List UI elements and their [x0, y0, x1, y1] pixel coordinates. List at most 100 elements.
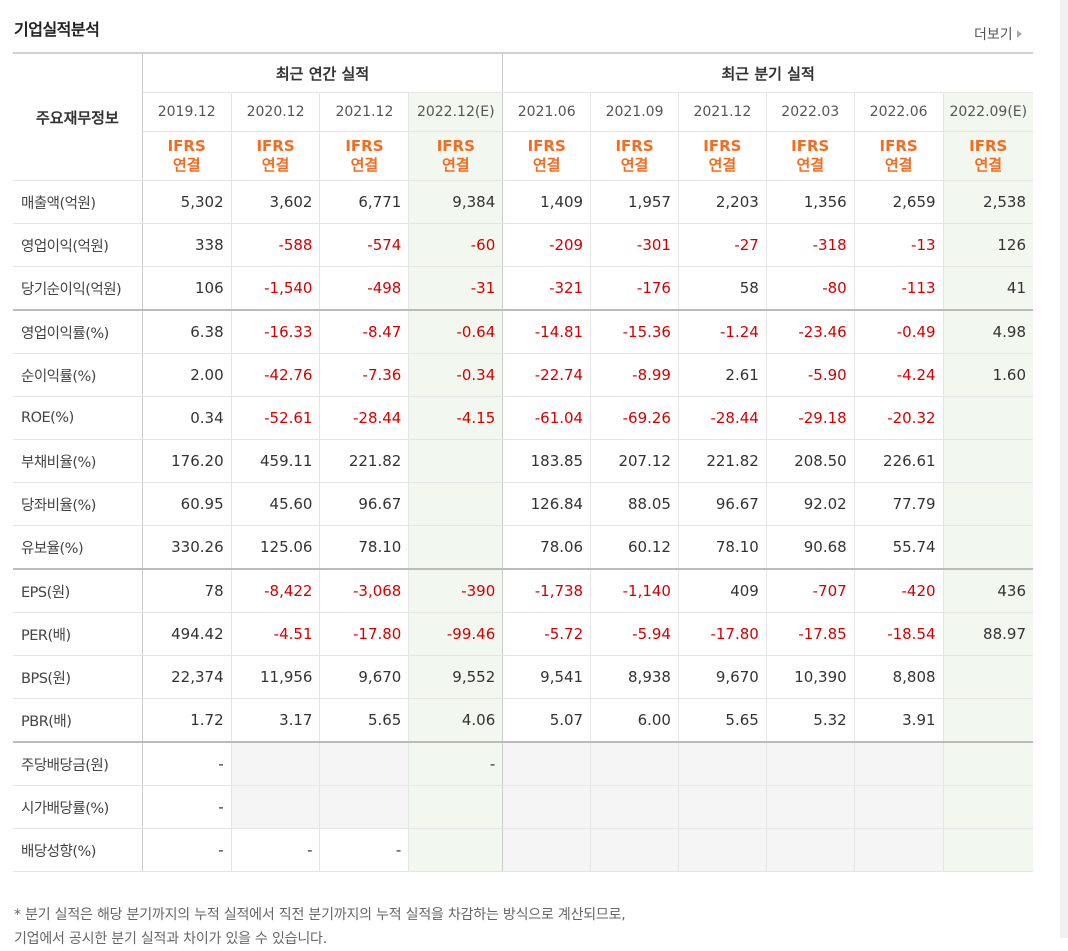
basis-label: 연결: [350, 156, 379, 174]
table-cell: 5.65: [677, 698, 767, 743]
table-cell: 1,409: [502, 180, 591, 224]
table-row: 매출액(억원) 5,302 3,602 6,771 9,384 1,409 1,957 2,2…: [13, 180, 1033, 224]
basis-label: 연결: [974, 156, 1003, 174]
table-cell: 77.79: [853, 482, 944, 526]
table-cell: -13: [853, 223, 944, 267]
table-row: PBR(배) 1.72 3.17 5.65 4.06 5.07 6.00 5.65 5.32 3.…: [13, 698, 1033, 743]
more-link[interactable]: 더보기: [974, 24, 1022, 44]
table-cell: 8,808: [853, 655, 944, 699]
more-label: 더보기: [974, 27, 1013, 43]
table-cell: -8,422: [230, 568, 320, 613]
period-header: 2021.06: [502, 92, 591, 132]
footnote: * 분기 실적은 해당 분기까지의 누적 실적에서 직전 분기까지의 누적 실적…: [14, 903, 626, 951]
table-row: 시가배당률(%) -: [13, 785, 1033, 829]
table-cell: -28.44: [319, 396, 409, 440]
table-cell: 5,302: [141, 180, 232, 224]
row-label: 유보율(%): [13, 525, 143, 570]
basis-label: 연결: [884, 156, 913, 174]
table-cell: 6.38: [141, 309, 232, 354]
table-cell: -4.15: [408, 396, 503, 440]
row-label: PBR(배): [13, 698, 143, 743]
basis-label: 연결: [796, 156, 825, 174]
basis-label: 연결: [620, 156, 649, 174]
table-cell: 5.32: [765, 698, 855, 743]
table-cell: -60: [408, 223, 503, 267]
table-row: 주당배당금(원) - -: [13, 741, 1033, 786]
table-cell: [677, 828, 767, 872]
quarter-group-header: 최근 분기 실적: [502, 53, 1033, 93]
row-label: 매출액(억원): [13, 180, 143, 224]
table-cell: -1.24: [677, 309, 767, 354]
ifrs-label: IFRS: [256, 137, 295, 155]
row-label: ROE(%): [13, 396, 143, 440]
table-cell: -113: [853, 266, 944, 311]
table-cell: -0.64: [408, 309, 503, 354]
basis-label: 연결: [708, 156, 737, 174]
table-cell: [765, 741, 855, 786]
table-cell: -: [141, 785, 232, 829]
table-cell: -574: [319, 223, 409, 267]
accounting-basis-header: IFRS 연결: [230, 131, 320, 181]
ifrs-label: IFRS: [879, 137, 918, 155]
table-cell: [408, 525, 503, 570]
period-header: 2019.12: [141, 92, 232, 132]
table-cell: -321: [502, 266, 591, 311]
table-cell: 2,538: [942, 180, 1033, 224]
accounting-basis-header: IFRS 연결: [942, 131, 1033, 181]
period-header: 2021.12: [677, 92, 767, 132]
row-label: 주당배당금(원): [13, 741, 143, 786]
period-header: 2020.12: [230, 92, 320, 132]
table-cell: 22,374: [141, 655, 232, 699]
table-cell: 126.84: [502, 482, 591, 526]
table-row: 영업이익률(%) 6.38 -16.33 -8.47 -0.64 -14.81 -15.36…: [13, 309, 1033, 354]
table-cell: 78: [141, 568, 232, 613]
table-row: 영업이익(억원) 338 -588 -574 -60 -209 -301 -27 -318 -13…: [13, 223, 1033, 267]
accounting-basis-header: IFRS 연결: [141, 131, 232, 181]
table-cell: [942, 785, 1033, 829]
accounting-basis-header: IFRS 연결: [765, 131, 855, 181]
table-cell: -: [319, 828, 409, 872]
period-header: 2022.12(E): [408, 92, 503, 132]
table-cell: -420: [853, 568, 944, 613]
table-cell: 9,670: [677, 655, 767, 699]
table-row: 유보율(%) 330.26 125.06 78.10 78.06 60.12 78.10 90…: [13, 525, 1033, 570]
row-label: 부채비율(%): [13, 439, 143, 483]
table-cell: 1.72: [141, 698, 232, 743]
table-cell: -0.49: [853, 309, 944, 354]
ifrs-label: IFRS: [703, 137, 742, 155]
table-cell: [319, 741, 409, 786]
table-cell: 78.10: [677, 525, 767, 570]
table-cell: 41: [942, 266, 1033, 311]
table-cell: [942, 439, 1033, 483]
table-cell: -: [408, 741, 503, 786]
table-cell: [853, 741, 944, 786]
table-cell: -: [141, 741, 232, 786]
table-cell: 9,541: [502, 655, 591, 699]
table-cell: -17.80: [677, 612, 767, 656]
table-cell: -20.32: [853, 396, 944, 440]
table-cell: [590, 828, 679, 872]
accounting-basis-header: IFRS 연결: [677, 131, 767, 181]
table-cell: -1,140: [590, 568, 679, 613]
accounting-basis-header: IFRS 연결: [853, 131, 944, 181]
table-cell: -1,738: [502, 568, 591, 613]
table-cell: 1.60: [942, 353, 1033, 397]
table-cell: 494.42: [141, 612, 232, 656]
table-cell: 4.98: [942, 309, 1033, 354]
table-cell: 10,390: [765, 655, 855, 699]
table-cell: 208.50: [765, 439, 855, 483]
table-cell: -498: [319, 266, 409, 311]
table-cell: [765, 785, 855, 829]
table-cell: 8,938: [590, 655, 679, 699]
table-cell: 183.85: [502, 439, 591, 483]
ifrs-label: IFRS: [969, 137, 1008, 155]
table-cell: 2,203: [677, 180, 767, 224]
table-cell: 96.67: [319, 482, 409, 526]
table-cell: -7.36: [319, 353, 409, 397]
basis-label: 연결: [261, 156, 290, 174]
table-cell: 6.00: [590, 698, 679, 743]
table-cell: 436: [942, 568, 1033, 613]
scrollbar[interactable]: [1060, 0, 1068, 938]
table-cell: [502, 785, 591, 829]
row-label: 배당성향(%): [13, 828, 143, 872]
